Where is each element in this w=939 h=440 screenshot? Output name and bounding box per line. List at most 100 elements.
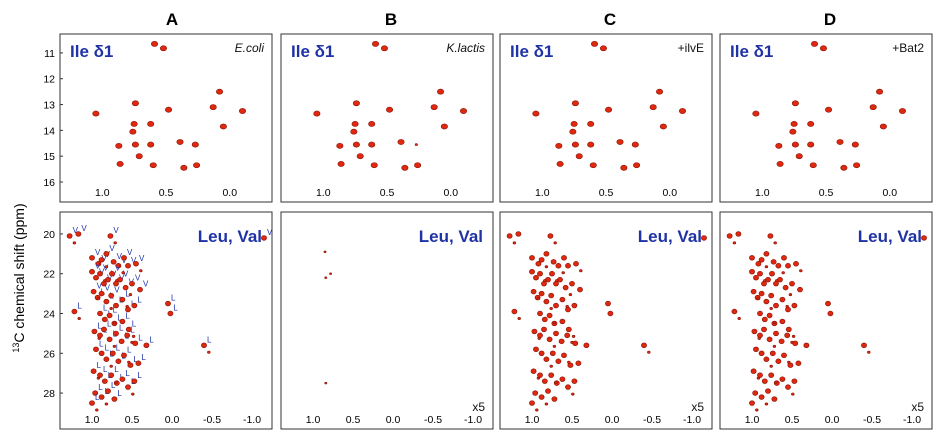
nmr-peak — [130, 340, 134, 344]
assignment-mark: L — [119, 323, 124, 332]
nmr-peak — [751, 328, 758, 335]
assignment-mark: L — [141, 353, 146, 362]
nmr-peak — [105, 388, 111, 394]
nmr-peak — [71, 308, 78, 315]
nmr-peak — [386, 106, 394, 113]
nmr-peak — [678, 108, 686, 114]
nmr-peak — [756, 297, 761, 301]
nmr-peak — [108, 372, 115, 378]
nmr-peak — [113, 302, 119, 309]
panel-sample-note: K.lactis — [446, 41, 485, 55]
nmr-peak — [552, 320, 557, 324]
nmr-peak — [90, 368, 97, 374]
x-tick-label: 0.0 — [825, 414, 840, 426]
assignment-mark: L — [138, 333, 143, 342]
assignment-mark: L — [113, 305, 118, 314]
assignment-mark: L — [77, 302, 82, 311]
nmr-peak — [556, 161, 564, 167]
nmr-peak — [121, 352, 127, 358]
nmr-peak — [785, 305, 789, 309]
nmr-peak — [575, 360, 582, 366]
nmr-peak — [109, 350, 116, 356]
nmr-peak — [549, 271, 555, 277]
nmr-peak — [532, 390, 539, 396]
assignment-mark: V — [139, 254, 145, 263]
y-tick-label: 22 — [43, 269, 55, 281]
nmr-peak — [159, 45, 167, 52]
nmr-peak — [749, 255, 755, 261]
nmr-peak — [532, 110, 540, 117]
assignment-mark: V — [267, 228, 273, 237]
x-tick-label: 0.5 — [819, 187, 834, 199]
nmr-peak — [641, 342, 647, 349]
nmr-peak — [125, 326, 132, 333]
nmr-peak — [135, 360, 142, 366]
nmr-peak — [749, 269, 755, 275]
nmr-peak — [543, 251, 550, 257]
nmr-peak — [201, 342, 207, 349]
nmr-peak — [530, 288, 537, 295]
nmr-peak — [649, 104, 657, 111]
nmr-peak — [125, 305, 129, 309]
nmr-peak — [130, 121, 138, 127]
panel-frame — [280, 33, 494, 203]
y-tick-label: 11 — [44, 48, 55, 60]
nmr-peak — [583, 342, 590, 349]
nmr-peak — [119, 376, 126, 382]
nmr-peak — [207, 350, 211, 354]
nmr-peak — [104, 265, 109, 269]
nmr-peak — [95, 261, 102, 267]
assignment-mark: L — [173, 304, 178, 313]
nmr-peak — [575, 153, 583, 160]
nmr-peak — [101, 326, 107, 333]
nmr-peak — [656, 88, 664, 95]
leuval-panel-d: 1.0 0.5 0.0 -0.5 -1.0 Leu, Val x5 — [719, 211, 933, 430]
nmr-peak — [732, 241, 737, 245]
assignment-mark: L — [116, 343, 121, 352]
x-tick-label: 0.5 — [159, 187, 174, 199]
nmr-peak — [571, 334, 576, 338]
assignment-mark: L — [98, 383, 103, 392]
assignment-mark: L — [117, 389, 122, 398]
nmr-peak — [559, 296, 566, 303]
leuval-panel-b: 1.0 0.5 0.0 -0.5 -1.0 Leu, Val x5 — [280, 211, 494, 430]
nmr-peak — [559, 376, 566, 382]
assignment-mark: L — [97, 361, 102, 370]
nmr-peak — [75, 231, 82, 237]
nmr-peak — [559, 318, 566, 325]
nmr-peak — [605, 106, 613, 113]
nmr-peak — [537, 336, 541, 340]
nmr-peak — [825, 300, 831, 307]
nmr-peak — [350, 128, 358, 135]
nmr-peak — [109, 271, 115, 277]
nmr-peak — [763, 251, 770, 257]
nmr-peak — [561, 255, 567, 261]
panel-sample-note: +ilvE — [678, 41, 704, 55]
nmr-peak — [337, 161, 345, 167]
nmr-peak — [827, 310, 834, 317]
nmr-peak — [368, 141, 376, 148]
assignment-mark: V — [117, 252, 123, 261]
nmr-peak — [66, 233, 73, 239]
nmr-peak — [533, 346, 539, 353]
nmr-peak — [401, 164, 409, 171]
nmr-peak — [414, 162, 422, 169]
nmr-peak — [781, 255, 787, 261]
ile-panel-a: 1.0 0.5 0.0 11 12 13 14 15 16 Ile δ1 E.coli — [43, 33, 273, 203]
nmr-peak — [93, 274, 99, 281]
nmr-peak — [785, 384, 791, 390]
nmr-peak — [352, 100, 360, 107]
panel-sample-note: E.coli — [235, 41, 265, 55]
nmr-peak — [790, 340, 794, 344]
nmr-peak — [151, 40, 159, 47]
x-tick-label: 1.0 — [85, 414, 100, 426]
nmr-peak — [93, 346, 99, 353]
nmr-peak — [571, 302, 578, 309]
nmr-peak — [103, 279, 107, 283]
nmr-peak — [116, 161, 124, 167]
nmr-peak — [544, 402, 549, 406]
nmr-peak — [323, 250, 327, 254]
nmr-peak — [853, 162, 861, 169]
nmr-peak — [753, 346, 759, 353]
panel-frame — [499, 33, 713, 203]
